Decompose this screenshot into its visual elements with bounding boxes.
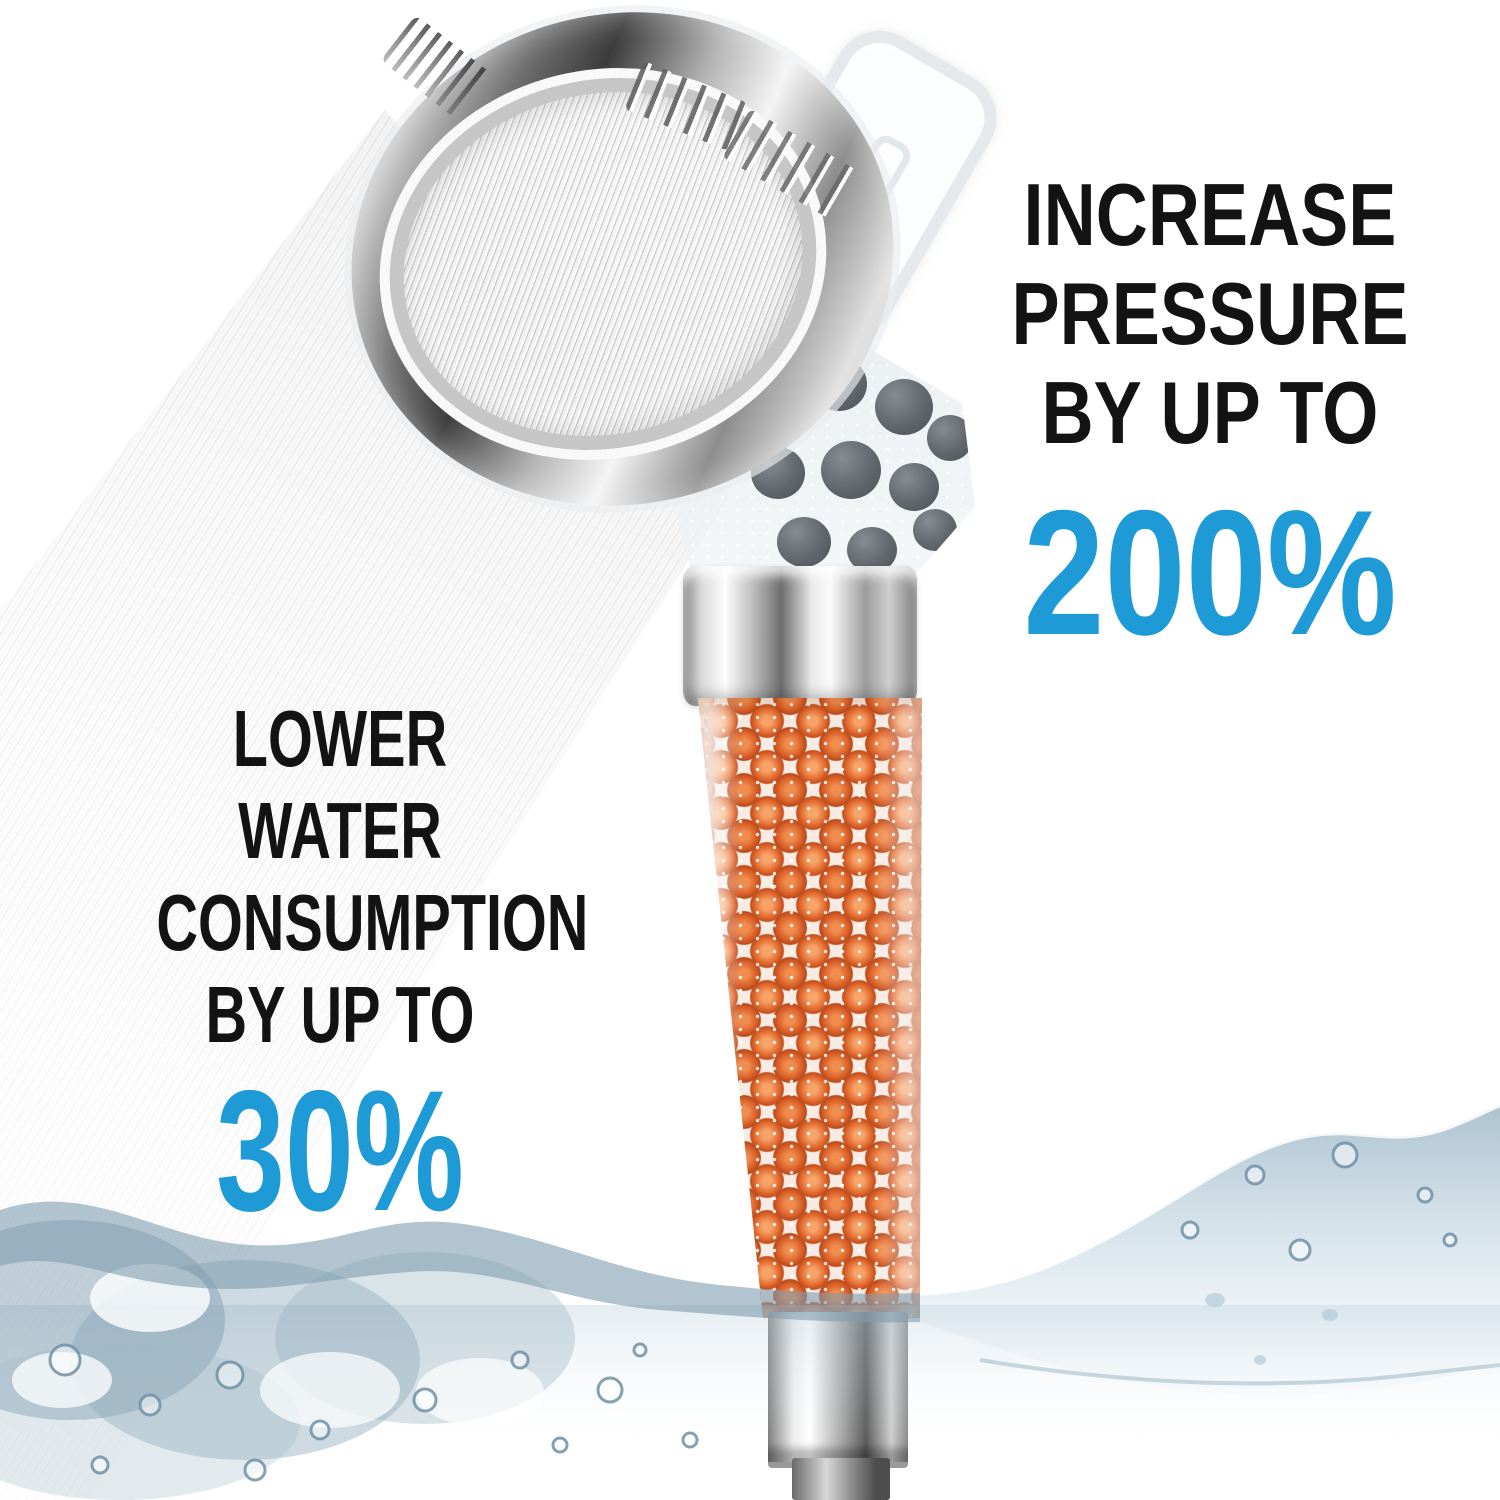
ionic-bead-chamber: [698, 698, 922, 1318]
claim-increase-pressure: INCREASE PRESSURE BY UP TO 200%: [1005, 165, 1415, 662]
water-droplets: [1205, 1293, 1338, 1365]
mineral-stone-dark: [927, 415, 973, 461]
wave-crest-highlight: [919, 1102, 1500, 1296]
mineral-stone-dark: [875, 379, 933, 435]
mineral-stone-dark: [821, 441, 881, 499]
mineral-stone-dark: [777, 517, 831, 567]
mineral-stone-dark: [847, 527, 897, 573]
wave-underline: [979, 1358, 1500, 1386]
splash-highlight: [260, 1352, 400, 1428]
shower-head: [298, 0, 947, 563]
pressure-value: 200%: [1023, 473, 1397, 672]
claim-lower-consumption: LOWER WATER CONSUMPTION BY UP TO 30%: [156, 693, 589, 1247]
water-wave-right: [920, 1105, 1500, 1396]
water-surface-left: [0, 1201, 920, 1323]
splash-highlight: [416, 1358, 544, 1426]
claim-line: PRESSURE: [1011, 264, 1409, 363]
water-splash: [0, 1102, 1500, 1500]
claim-line: INCREASE: [1023, 165, 1397, 264]
chrome-collar: [683, 566, 917, 706]
claim-line: BY UP TO: [205, 970, 475, 1059]
claim-line: LOWER WATER: [232, 694, 448, 875]
consumption-value: 30%: [216, 1055, 464, 1247]
claim-line: BY UP TO: [1041, 363, 1379, 462]
mineral-stone-dark: [913, 509, 957, 551]
bubbles: [48, 1141, 1458, 1482]
mineral-stone-dark: [889, 463, 939, 511]
splash-highlight: [12, 1352, 112, 1408]
chrome-handle-end: [792, 1458, 890, 1500]
claim-line: CONSUMPTION: [156, 878, 589, 967]
